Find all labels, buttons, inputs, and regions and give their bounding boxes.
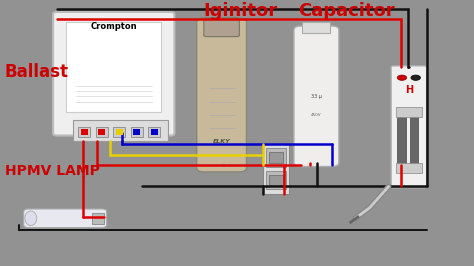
FancyBboxPatch shape <box>53 12 174 135</box>
Bar <box>263 144 289 194</box>
Text: Capacitor: Capacitor <box>299 2 395 20</box>
Circle shape <box>411 75 420 80</box>
Bar <box>98 130 105 135</box>
Text: HPMV LAMP: HPMV LAMP <box>5 164 100 177</box>
Bar <box>148 127 160 137</box>
Bar <box>133 130 140 135</box>
Bar <box>131 127 143 137</box>
Bar <box>66 22 161 112</box>
Bar <box>81 130 88 135</box>
Bar <box>410 118 419 171</box>
FancyBboxPatch shape <box>391 66 427 188</box>
Circle shape <box>397 75 407 80</box>
Ellipse shape <box>25 211 37 226</box>
Text: H: H <box>405 85 413 95</box>
Bar <box>116 130 123 135</box>
FancyBboxPatch shape <box>204 18 239 37</box>
Text: Crompton: Crompton <box>91 22 137 31</box>
Text: 33 µ: 33 µ <box>311 94 322 99</box>
Text: 450V: 450V <box>311 113 322 117</box>
FancyBboxPatch shape <box>294 26 339 167</box>
Bar <box>397 118 407 171</box>
Bar <box>78 127 90 137</box>
FancyBboxPatch shape <box>24 209 107 227</box>
Bar <box>92 213 104 223</box>
Bar <box>396 107 422 118</box>
FancyBboxPatch shape <box>197 18 246 172</box>
Bar <box>302 22 330 33</box>
Bar <box>396 163 422 173</box>
Bar <box>269 174 283 185</box>
Bar <box>96 127 108 137</box>
Text: Iginitor: Iginitor <box>204 2 278 20</box>
Text: ELKY: ELKY <box>213 139 230 144</box>
Bar <box>266 171 286 189</box>
Bar <box>73 120 168 141</box>
Text: Ballast: Ballast <box>5 63 69 81</box>
Bar <box>113 127 125 137</box>
Bar <box>266 148 286 167</box>
Bar <box>151 130 158 135</box>
Bar <box>269 152 283 163</box>
